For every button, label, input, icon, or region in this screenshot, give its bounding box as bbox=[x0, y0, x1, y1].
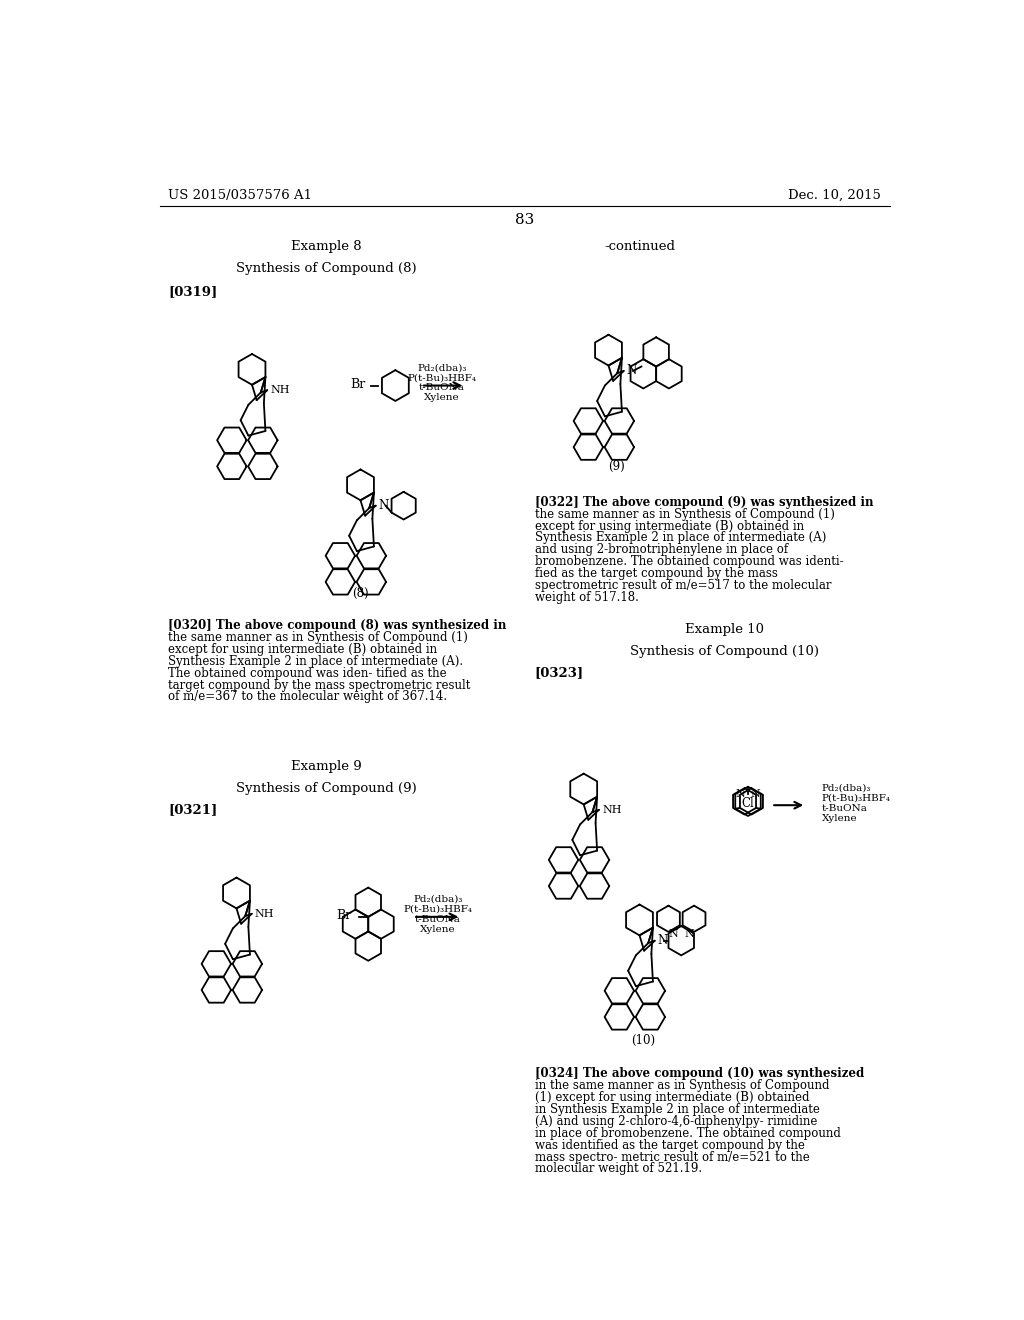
Text: [0321]: [0321] bbox=[168, 804, 217, 816]
Text: NH: NH bbox=[255, 908, 274, 919]
Text: was identified as the target compound by the: was identified as the target compound by… bbox=[535, 1139, 805, 1151]
Text: Cl: Cl bbox=[741, 797, 755, 810]
Text: Synthesis of Compound (9): Synthesis of Compound (9) bbox=[236, 781, 417, 795]
Text: Synthesis of Compound (10): Synthesis of Compound (10) bbox=[630, 644, 819, 657]
Text: molecular weight of 521.19.: molecular weight of 521.19. bbox=[535, 1163, 702, 1176]
Text: Pd₂(dba)₃: Pd₂(dba)₃ bbox=[417, 363, 467, 372]
Text: N: N bbox=[669, 929, 678, 939]
Text: N: N bbox=[751, 789, 761, 799]
Text: in place of bromobenzene. The obtained compound: in place of bromobenzene. The obtained c… bbox=[535, 1127, 841, 1139]
Text: P(t-Bu)₃HBF₄: P(t-Bu)₃HBF₄ bbox=[408, 374, 476, 383]
Text: Example 8: Example 8 bbox=[291, 240, 361, 253]
Text: 83: 83 bbox=[515, 213, 535, 227]
Text: t-BuONa: t-BuONa bbox=[419, 383, 465, 392]
Text: NH: NH bbox=[270, 385, 290, 395]
Text: t-BuONa: t-BuONa bbox=[821, 804, 867, 813]
Text: in Synthesis Example 2 in place of intermediate: in Synthesis Example 2 in place of inter… bbox=[535, 1102, 820, 1115]
Text: N: N bbox=[684, 929, 694, 939]
Text: (1) except for using intermediate (B) obtained: (1) except for using intermediate (B) ob… bbox=[535, 1090, 809, 1104]
Text: spectrometric result of m/e=517 to the molecular: spectrometric result of m/e=517 to the m… bbox=[535, 579, 831, 593]
Text: US 2015/0357576 A1: US 2015/0357576 A1 bbox=[168, 189, 312, 202]
Text: Example 10: Example 10 bbox=[685, 623, 764, 636]
Text: Pd₂(dba)₃: Pd₂(dba)₃ bbox=[821, 784, 871, 793]
Text: the same manner as in Synthesis of Compound (1): the same manner as in Synthesis of Compo… bbox=[168, 631, 468, 644]
Text: Xylene: Xylene bbox=[424, 393, 460, 403]
Text: t-BuONa: t-BuONa bbox=[415, 915, 461, 924]
Text: [0319]: [0319] bbox=[168, 285, 217, 298]
Text: [0323]: [0323] bbox=[535, 667, 584, 680]
Text: N: N bbox=[657, 935, 668, 948]
Text: (9): (9) bbox=[608, 459, 625, 473]
Text: target compound by the mass spectrometric result: target compound by the mass spectrometri… bbox=[168, 678, 471, 692]
Text: Pd₂(dba)₃: Pd₂(dba)₃ bbox=[414, 895, 463, 904]
Text: fied as the target compound by the mass: fied as the target compound by the mass bbox=[535, 568, 778, 581]
Text: except for using intermediate (B) obtained in: except for using intermediate (B) obtain… bbox=[535, 520, 804, 532]
Text: P(t-Bu)₃HBF₄: P(t-Bu)₃HBF₄ bbox=[821, 793, 891, 803]
Text: of m/e=367 to the molecular weight of 367.14.: of m/e=367 to the molecular weight of 36… bbox=[168, 690, 447, 704]
Text: The obtained compound was iden- tified as the: The obtained compound was iden- tified a… bbox=[168, 667, 446, 680]
Text: N: N bbox=[626, 364, 636, 378]
Text: Example 9: Example 9 bbox=[291, 760, 361, 774]
Text: Br: Br bbox=[336, 908, 351, 921]
Text: Xylene: Xylene bbox=[420, 925, 456, 933]
Text: P(t-Bu)₃HBF₄: P(t-Bu)₃HBF₄ bbox=[403, 904, 472, 913]
Text: N: N bbox=[735, 789, 745, 799]
Text: Br: Br bbox=[350, 378, 366, 391]
Text: Dec. 10, 2015: Dec. 10, 2015 bbox=[788, 189, 882, 202]
Text: Synthesis Example 2 in place of intermediate (A): Synthesis Example 2 in place of intermed… bbox=[535, 532, 826, 544]
Text: (10): (10) bbox=[632, 1034, 655, 1047]
Text: Synthesis of Compound (8): Synthesis of Compound (8) bbox=[237, 261, 417, 275]
Text: Synthesis Example 2 in place of intermediate (A).: Synthesis Example 2 in place of intermed… bbox=[168, 655, 464, 668]
Text: bromobenzene. The obtained compound was identi-: bromobenzene. The obtained compound was … bbox=[535, 556, 844, 569]
Text: except for using intermediate (B) obtained in: except for using intermediate (B) obtain… bbox=[168, 643, 437, 656]
Text: mass spectro- metric result of m/e=521 to the: mass spectro- metric result of m/e=521 t… bbox=[535, 1151, 810, 1163]
Text: [0324] The above compound (10) was synthesized: [0324] The above compound (10) was synth… bbox=[535, 1067, 864, 1080]
Text: Xylene: Xylene bbox=[821, 814, 857, 822]
Text: -continued: -continued bbox=[604, 240, 675, 253]
Text: [0322] The above compound (9) was synthesized in: [0322] The above compound (9) was synthe… bbox=[535, 496, 873, 508]
Text: weight of 517.18.: weight of 517.18. bbox=[535, 591, 639, 605]
Text: and using 2-bromotriphenylene in place of: and using 2-bromotriphenylene in place o… bbox=[535, 544, 788, 557]
Text: NH: NH bbox=[602, 805, 622, 814]
Text: in the same manner as in Synthesis of Compound: in the same manner as in Synthesis of Co… bbox=[535, 1078, 829, 1092]
Text: the same manner as in Synthesis of Compound (1): the same manner as in Synthesis of Compo… bbox=[535, 508, 835, 520]
Text: [0320] The above compound (8) was synthesized in: [0320] The above compound (8) was synthe… bbox=[168, 619, 507, 632]
Text: (A) and using 2-chloro-4,6-diphenylpy- rimidine: (A) and using 2-chloro-4,6-diphenylpy- r… bbox=[535, 1114, 817, 1127]
Text: (8): (8) bbox=[352, 587, 369, 601]
Text: N: N bbox=[378, 499, 388, 512]
